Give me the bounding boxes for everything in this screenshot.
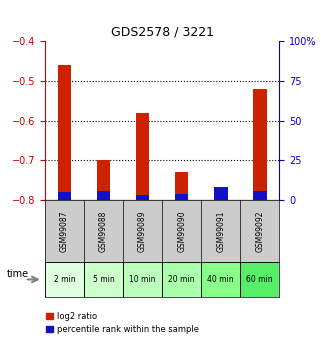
Legend: log2 ratio, percentile rank within the sample: log2 ratio, percentile rank within the s…: [43, 308, 202, 337]
FancyBboxPatch shape: [240, 262, 279, 297]
Text: GSM99090: GSM99090: [177, 210, 186, 252]
Bar: [136, 195, 149, 200]
Bar: [214, 200, 228, 204]
Text: GSM99088: GSM99088: [99, 210, 108, 252]
Text: GSM99091: GSM99091: [216, 210, 225, 252]
Text: 40 min: 40 min: [207, 275, 234, 284]
Bar: [136, 113, 149, 200]
Text: GSM99087: GSM99087: [60, 210, 69, 252]
Text: 20 min: 20 min: [169, 275, 195, 284]
Bar: [214, 187, 228, 200]
Bar: [97, 191, 110, 200]
Bar: [58, 192, 71, 200]
Bar: [253, 89, 266, 200]
Title: GDS2578 / 3221: GDS2578 / 3221: [111, 26, 213, 39]
FancyBboxPatch shape: [123, 262, 162, 297]
Bar: [175, 172, 188, 200]
FancyBboxPatch shape: [45, 262, 84, 297]
FancyBboxPatch shape: [162, 262, 201, 297]
Text: 10 min: 10 min: [129, 275, 156, 284]
Text: 5 min: 5 min: [93, 275, 114, 284]
Bar: [175, 194, 188, 200]
Text: GSM99089: GSM99089: [138, 210, 147, 252]
Text: 60 min: 60 min: [247, 275, 273, 284]
FancyBboxPatch shape: [201, 262, 240, 297]
Bar: [58, 65, 71, 200]
Text: time: time: [7, 269, 29, 279]
Text: GSM99092: GSM99092: [255, 210, 264, 252]
Bar: [253, 191, 266, 200]
Bar: [97, 160, 110, 200]
FancyBboxPatch shape: [84, 262, 123, 297]
Text: 2 min: 2 min: [54, 275, 75, 284]
